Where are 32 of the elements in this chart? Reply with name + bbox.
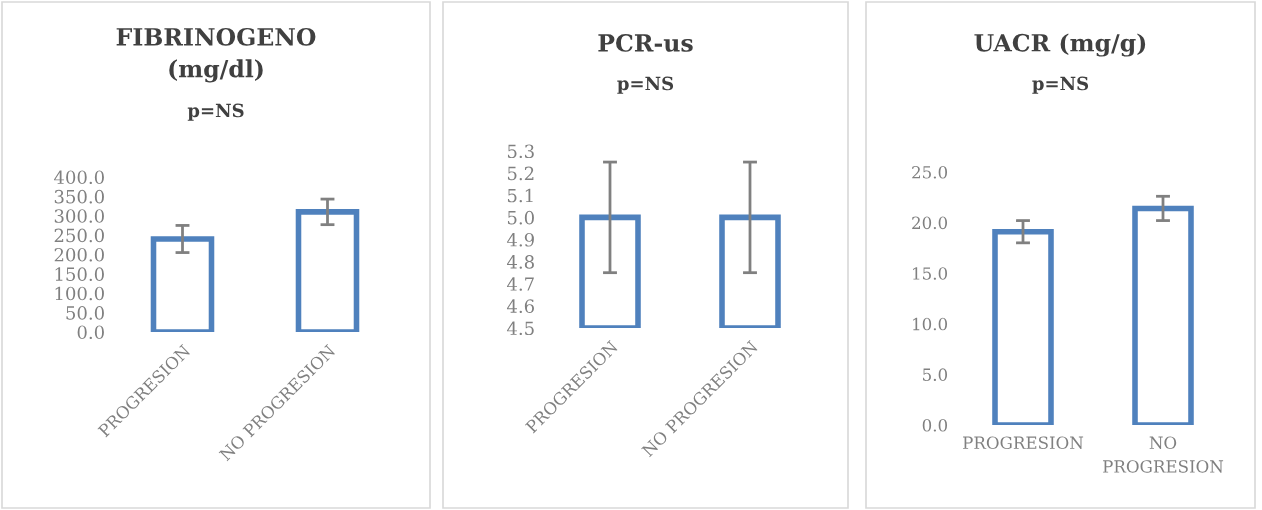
y-tick-label: 0.0 (922, 418, 948, 432)
y-tick-label: 5.1 (507, 188, 533, 203)
y-tick-label: 25.0 (912, 165, 948, 179)
y-tick-label: 4.6 (506, 299, 534, 313)
y-tick-label: 300.0 (54, 209, 104, 223)
y-tick-label: 15.0 (913, 267, 948, 280)
y-tick-label: 4.8 (506, 255, 534, 269)
y-tick-label: 0.0 (77, 325, 104, 340)
chart-title: UACR (mg/g) (974, 33, 1146, 57)
y-tick-label: 350.0 (54, 189, 104, 204)
y-tick-label: 400.0 (54, 170, 104, 185)
chart-title: FIBRINOGENO (mg/dl) (116, 27, 316, 83)
y-tick-label: 50.0 (66, 306, 104, 320)
chart-subtitle: p=NS (617, 76, 674, 94)
y-tick-label: 100.0 (55, 286, 104, 301)
y-tick-label: 150.0 (55, 267, 104, 281)
y-tick-label: 5.0 (507, 210, 534, 225)
chart-subtitle: p=NS (187, 103, 244, 121)
y-tick-label: 4.7 (506, 277, 534, 291)
y-tick-label: 20.0 (912, 216, 948, 230)
y-tick-label: 200.0 (54, 247, 104, 262)
y-tick-label: 5.3 (507, 144, 534, 159)
y-tick-label: 250.0 (54, 228, 104, 243)
y-tick-label: 5.2 (507, 166, 534, 181)
chart-subtitle: p=NS (1032, 76, 1089, 94)
y-tick-label: 4.9 (506, 232, 534, 247)
x-tick-label: PROGRESION (963, 436, 1084, 450)
y-tick-label: 10.0 (913, 317, 948, 331)
y-tick-label: 5.0 (923, 368, 948, 381)
chart-title: PCR-us (598, 33, 693, 52)
y-tick-label: 4.5 (506, 321, 534, 336)
x-tick-label: NO PROGRESION (1103, 436, 1224, 473)
